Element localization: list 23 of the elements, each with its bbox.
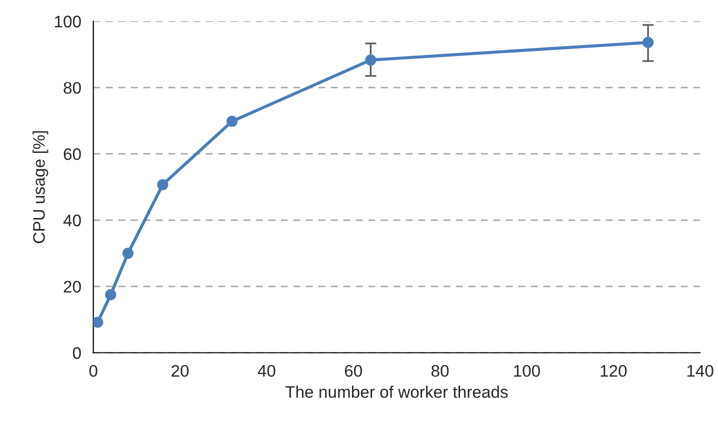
y-tick-label: 80 <box>64 82 81 94</box>
x-tick-label: 60 <box>344 364 362 377</box>
x-tick-label: 40 <box>258 364 276 377</box>
point <box>642 36 654 48</box>
x-tick-label: 100 <box>514 364 540 377</box>
x-tick-label: 20 <box>172 364 189 377</box>
point <box>105 289 116 300</box>
point <box>365 54 376 66</box>
x-tick-label: 120 <box>600 364 627 377</box>
x-tick-label: 140 <box>687 364 714 377</box>
x-tick-label: 80 <box>431 364 449 377</box>
y-tick-label: 60 <box>64 148 81 160</box>
point <box>226 116 238 127</box>
y-axis-title: CPU usage [%] <box>32 131 48 244</box>
point <box>157 179 168 190</box>
x-tick-label: 0 <box>89 364 98 377</box>
y-tick-label: 40 <box>63 214 81 226</box>
point <box>93 316 104 328</box>
point <box>122 248 134 259</box>
y-tick-label: 100 <box>55 16 81 28</box>
y-tick-label: 20 <box>64 280 81 293</box>
y-tick-label: 0 <box>72 347 81 359</box>
x-axis-title: The number of worker threads <box>285 386 508 398</box>
